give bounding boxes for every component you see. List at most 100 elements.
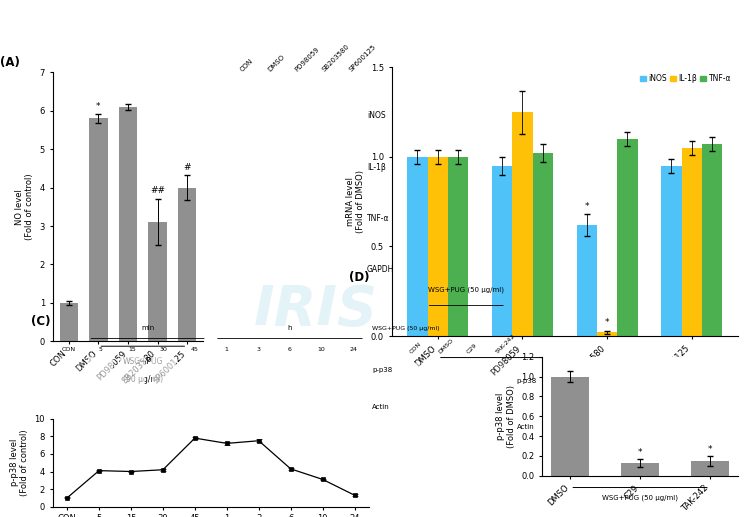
Text: 24: 24 xyxy=(349,346,357,352)
Bar xyxy=(456,410,477,445)
Bar xyxy=(492,166,512,336)
Bar xyxy=(56,357,81,384)
Bar xyxy=(661,166,681,336)
Text: WSG+PUG (50 μg/ml): WSG+PUG (50 μg/ml) xyxy=(372,326,440,331)
Bar xyxy=(398,363,419,399)
Bar xyxy=(119,107,137,341)
Bar xyxy=(183,357,207,384)
Text: 30: 30 xyxy=(160,346,167,352)
Text: C29: C29 xyxy=(466,343,479,355)
Bar xyxy=(120,357,144,384)
Text: *: * xyxy=(584,202,589,210)
Bar xyxy=(484,410,506,445)
Text: WSG+PUG: WSG+PUG xyxy=(544,372,585,381)
Text: CON: CON xyxy=(408,341,422,355)
Text: *: * xyxy=(605,318,609,327)
Text: ##: ## xyxy=(150,186,165,195)
Bar xyxy=(178,188,197,341)
Text: CON: CON xyxy=(62,346,75,352)
Text: TNF-α: TNF-α xyxy=(367,214,389,223)
Bar xyxy=(89,118,108,341)
Text: iNOS: iNOS xyxy=(367,112,386,120)
Bar xyxy=(621,463,659,476)
Bar xyxy=(341,393,365,420)
Bar xyxy=(426,410,448,445)
Text: *: * xyxy=(638,448,642,457)
Bar xyxy=(120,393,144,420)
Text: (D): (D) xyxy=(349,271,370,284)
Bar xyxy=(278,393,302,420)
Text: #: # xyxy=(184,163,191,172)
Bar xyxy=(407,157,428,336)
Text: p-p38: p-p38 xyxy=(517,378,537,384)
Bar xyxy=(617,139,638,336)
Bar xyxy=(426,363,448,399)
Bar xyxy=(398,410,419,445)
Text: Actin: Actin xyxy=(517,424,535,431)
Bar xyxy=(309,393,334,420)
Text: WSG+PUG (50 μg/ml): WSG+PUG (50 μg/ml) xyxy=(602,494,678,501)
Bar xyxy=(256,201,277,236)
Text: WSG+PUG (50 μg/ml): WSG+PUG (50 μg/ml) xyxy=(428,287,505,294)
Bar xyxy=(428,157,448,336)
Bar xyxy=(448,157,468,336)
Text: (50 μg/ml): (50 μg/ml) xyxy=(123,375,163,384)
Text: Actin: Actin xyxy=(372,404,390,409)
Bar xyxy=(341,357,365,384)
Text: TAK-242: TAK-242 xyxy=(495,333,517,355)
Y-axis label: p-p38 level
(Fold of control): p-p38 level (Fold of control) xyxy=(10,430,29,496)
Bar xyxy=(681,148,702,336)
Text: min: min xyxy=(141,325,154,331)
Bar xyxy=(246,393,270,420)
Text: *: * xyxy=(96,102,101,111)
Bar xyxy=(551,376,590,476)
Bar xyxy=(512,112,532,336)
Bar xyxy=(283,201,304,236)
Bar xyxy=(337,252,358,287)
Text: 6: 6 xyxy=(288,346,292,352)
Text: SB203580: SB203580 xyxy=(321,43,350,73)
Bar xyxy=(484,363,506,399)
Bar xyxy=(215,393,239,420)
Bar xyxy=(310,201,331,236)
Bar xyxy=(283,149,304,185)
Bar xyxy=(309,357,334,384)
Bar xyxy=(337,201,358,236)
Bar xyxy=(229,252,250,287)
Bar xyxy=(337,149,358,185)
Legend: iNOS, IL-1β, TNF-α: iNOS, IL-1β, TNF-α xyxy=(637,71,734,86)
Text: SP600125: SP600125 xyxy=(348,44,377,73)
Text: 3: 3 xyxy=(256,346,261,352)
Text: 5: 5 xyxy=(98,346,102,352)
Bar xyxy=(88,357,112,384)
Text: DMSO: DMSO xyxy=(267,54,285,73)
Text: h: h xyxy=(288,325,292,331)
Text: 10: 10 xyxy=(318,346,325,352)
Bar xyxy=(577,225,597,336)
Bar xyxy=(256,149,277,185)
Y-axis label: NO level
(Fold of control): NO level (Fold of control) xyxy=(15,174,34,240)
Bar xyxy=(88,393,112,420)
Bar xyxy=(456,363,477,399)
Bar xyxy=(183,393,207,420)
Bar xyxy=(59,303,78,341)
Bar xyxy=(151,357,175,384)
Bar xyxy=(278,357,302,384)
Text: (A): (A) xyxy=(0,56,20,69)
Bar xyxy=(256,98,277,133)
Text: (50 μg/ml): (50 μg/ml) xyxy=(544,399,585,408)
Bar xyxy=(56,393,81,420)
Text: IL-1β: IL-1β xyxy=(367,163,386,172)
Bar xyxy=(246,357,270,384)
Y-axis label: p-p38 level
(Fold of DMSO): p-p38 level (Fold of DMSO) xyxy=(496,385,516,448)
Text: IRIS: IRIS xyxy=(255,283,378,337)
Bar xyxy=(283,252,304,287)
Bar xyxy=(151,393,175,420)
Text: WSG+PUG: WSG+PUG xyxy=(123,357,163,366)
Text: 15: 15 xyxy=(128,346,136,352)
Bar xyxy=(310,149,331,185)
Bar xyxy=(691,461,729,476)
Bar xyxy=(215,357,239,384)
Bar xyxy=(229,201,250,236)
Bar xyxy=(337,98,358,133)
